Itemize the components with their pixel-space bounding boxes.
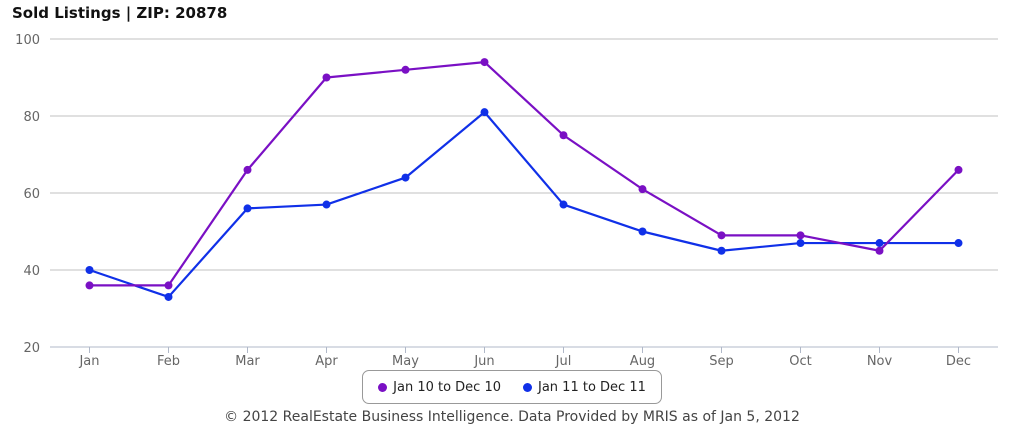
- series-line-0: [89, 60, 960, 287]
- x-tick-label: Apr: [315, 354, 338, 369]
- data-point[interactable]: [638, 185, 647, 194]
- data-point[interactable]: [559, 200, 568, 209]
- data-point[interactable]: [322, 73, 331, 82]
- x-tick-label: Feb: [157, 354, 180, 369]
- legend: Jan 10 to Dec 10 Jan 11 to Dec 11: [362, 370, 662, 404]
- data-point[interactable]: [875, 246, 884, 255]
- data-point[interactable]: [875, 239, 884, 248]
- chart-title: Sold Listings | ZIP: 20878: [12, 4, 228, 22]
- x-tick-label: Sep: [709, 354, 734, 369]
- data-point[interactable]: [717, 246, 726, 255]
- legend-item-2011[interactable]: Jan 11 to Dec 11: [523, 380, 646, 395]
- x-tick-label: Dec: [946, 354, 971, 369]
- data-point[interactable]: [559, 131, 568, 140]
- x-tick-label: Aug: [630, 354, 655, 369]
- y-axis: 20 40 60 80 100: [15, 33, 40, 356]
- data-point[interactable]: [322, 200, 331, 209]
- data-point[interactable]: [480, 58, 489, 67]
- data-point[interactable]: [954, 239, 963, 248]
- x-axis: Jan Feb Mar Apr May Jun Jul Aug Sep Oct Nov Dec: [78, 347, 971, 369]
- x-tick-label: Jan: [78, 354, 99, 369]
- copyright-footer: © 2012 RealEstate Business Intelligence.…: [224, 409, 800, 425]
- data-point[interactable]: [243, 165, 252, 174]
- legend-marker-2011: [523, 382, 532, 392]
- x-tick-label: Oct: [789, 354, 811, 369]
- data-point[interactable]: [480, 108, 489, 117]
- x-tick-label: Nov: [867, 354, 893, 369]
- data-point[interactable]: [164, 281, 173, 290]
- y-tick-label: 20: [23, 341, 40, 356]
- series-1: [85, 108, 963, 301]
- data-point[interactable]: [401, 173, 410, 182]
- series-0: [85, 58, 963, 290]
- y-tick-label: 60: [23, 187, 40, 202]
- data-point[interactable]: [638, 227, 647, 236]
- y-tick-label: 100: [15, 33, 40, 48]
- legend-label-2010: Jan 10 to Dec 10: [393, 379, 501, 395]
- data-point[interactable]: [954, 165, 963, 174]
- x-tick-label: Jun: [473, 354, 494, 369]
- x-tick-label: May: [392, 354, 419, 369]
- legend-item-2010[interactable]: Jan 10 to Dec 10: [378, 380, 501, 395]
- gridlines: [50, 38, 998, 348]
- data-point[interactable]: [164, 292, 173, 301]
- legend-label-2011: Jan 11 to Dec 11: [538, 379, 646, 395]
- y-tick-label: 40: [23, 264, 40, 279]
- legend-marker-2010: [378, 382, 388, 392]
- series-layer: [85, 58, 963, 301]
- data-point[interactable]: [796, 239, 805, 248]
- y-tick-label: 80: [23, 110, 40, 125]
- data-point[interactable]: [796, 231, 805, 240]
- x-tick-label: Jul: [555, 354, 572, 369]
- data-point[interactable]: [717, 231, 726, 240]
- data-point[interactable]: [401, 65, 410, 74]
- data-point[interactable]: [243, 204, 252, 213]
- x-tick-label: Mar: [235, 354, 260, 369]
- series-line-1: [89, 111, 959, 299]
- data-point[interactable]: [85, 266, 94, 274]
- data-point[interactable]: [85, 281, 94, 290]
